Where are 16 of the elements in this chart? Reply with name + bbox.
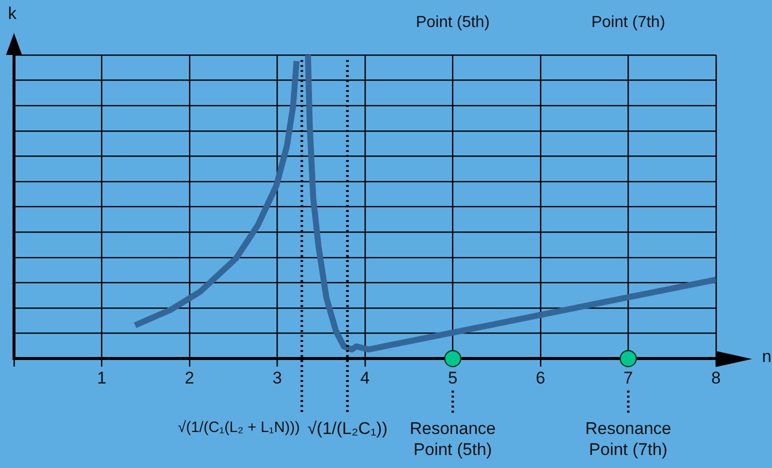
- text: Point (7th): [590, 14, 666, 32]
- ref-line-label: Resonance Point (5th): [410, 418, 496, 459]
- x-tick-label: 1: [97, 368, 106, 388]
- x-axis-title: n: [762, 346, 772, 367]
- ref-line-label: √(1/(L₂C₁)): [307, 418, 388, 438]
- text: Point (5th): [414, 14, 491, 32]
- x-tick-label: 5: [448, 368, 458, 388]
- y-axis-title: k: [8, 4, 16, 24]
- ref-line-label: √(1/(C₁(L₂ + L₁N))): [178, 419, 300, 436]
- x-tick-label: 6: [536, 368, 546, 388]
- x-tick-label: 2: [184, 368, 194, 388]
- ref-line-label: Resonance Point (7th): [585, 418, 672, 459]
- x-tick-label: 3: [272, 368, 282, 388]
- x-tick-label: 7: [624, 368, 633, 388]
- x-tick-label: 4: [360, 368, 370, 388]
- x-tick-label: 8: [711, 368, 721, 388]
